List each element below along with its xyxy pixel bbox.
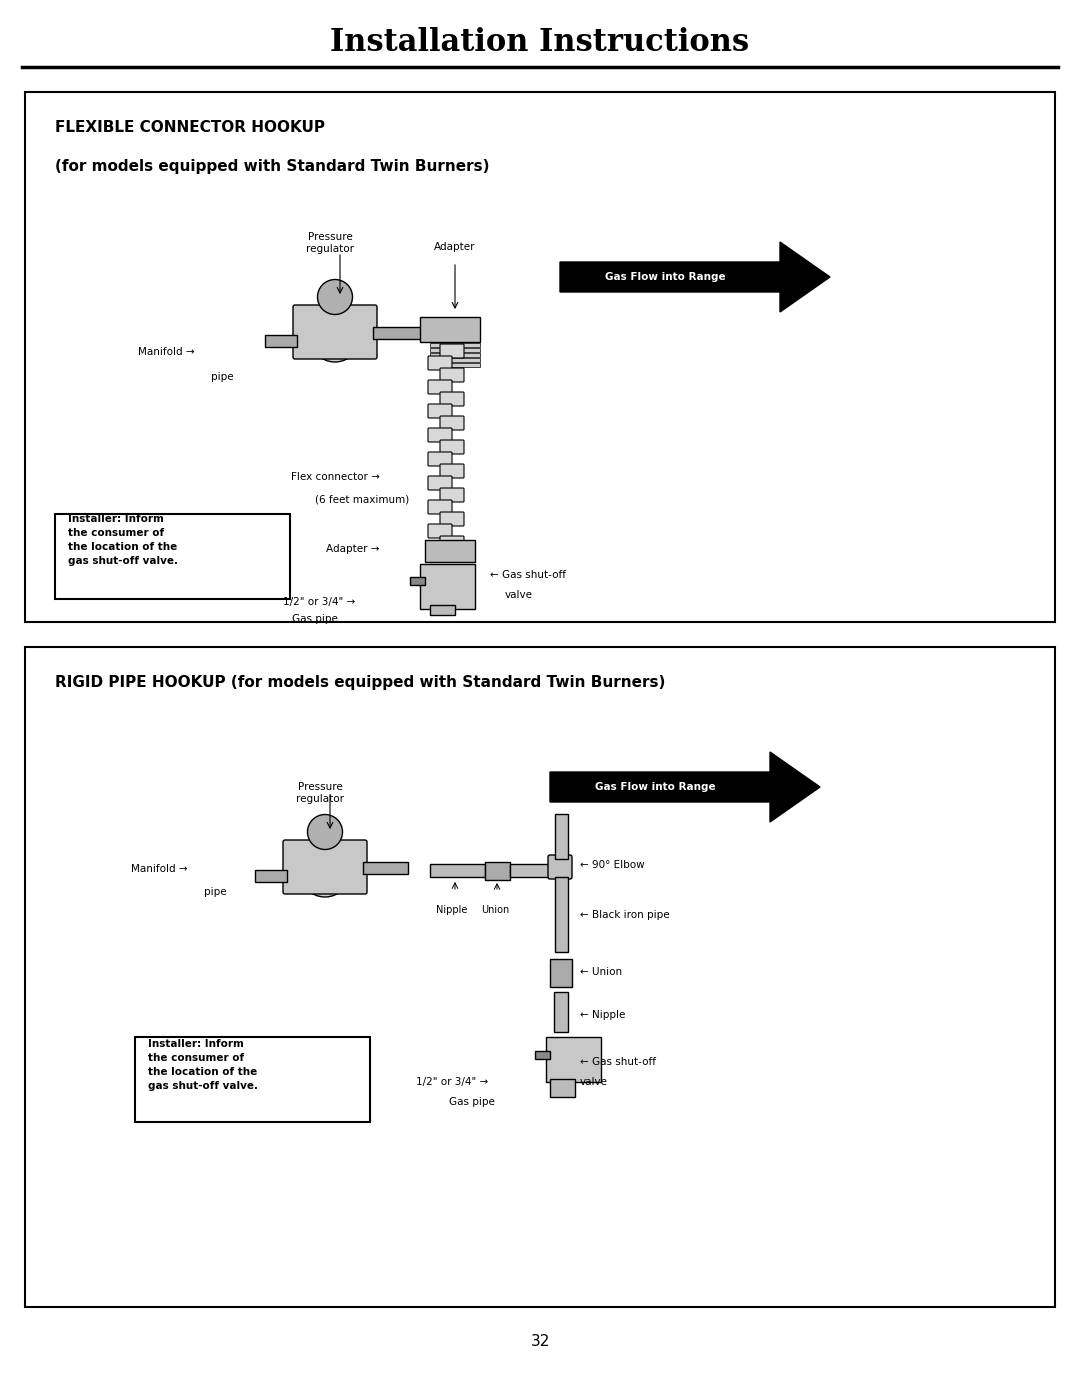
Bar bbox=[546, 1037, 600, 1083]
FancyBboxPatch shape bbox=[428, 356, 453, 370]
FancyBboxPatch shape bbox=[293, 305, 377, 359]
FancyBboxPatch shape bbox=[428, 476, 453, 490]
Text: ← Gas shut-off: ← Gas shut-off bbox=[580, 1058, 656, 1067]
FancyBboxPatch shape bbox=[428, 404, 453, 418]
Ellipse shape bbox=[308, 814, 342, 849]
Text: ← Gas shut-off: ← Gas shut-off bbox=[490, 570, 566, 580]
Bar bbox=[430, 348, 480, 352]
FancyBboxPatch shape bbox=[440, 440, 464, 454]
Text: Gas Flow into Range: Gas Flow into Range bbox=[595, 782, 715, 792]
Bar bbox=[265, 335, 297, 346]
Text: Union: Union bbox=[481, 905, 509, 915]
Ellipse shape bbox=[297, 837, 352, 897]
FancyBboxPatch shape bbox=[440, 511, 464, 527]
Bar bbox=[430, 344, 480, 346]
Bar bbox=[430, 576, 470, 578]
Text: ← 90° Elbow: ← 90° Elbow bbox=[580, 861, 645, 870]
Text: 1/2" or 3/4" →: 1/2" or 3/4" → bbox=[283, 597, 355, 608]
FancyBboxPatch shape bbox=[420, 317, 480, 342]
Bar bbox=[420, 564, 475, 609]
FancyBboxPatch shape bbox=[428, 524, 453, 538]
Polygon shape bbox=[550, 752, 820, 821]
Text: pipe: pipe bbox=[204, 887, 227, 897]
FancyBboxPatch shape bbox=[548, 855, 572, 879]
FancyBboxPatch shape bbox=[440, 488, 464, 502]
Text: (for models equipped with Standard Twin Burners): (for models equipped with Standard Twin … bbox=[55, 159, 489, 175]
FancyBboxPatch shape bbox=[428, 380, 453, 394]
Text: Gas Flow into Range: Gas Flow into Range bbox=[605, 272, 726, 282]
Bar bbox=[410, 577, 426, 585]
Bar bbox=[430, 590, 470, 594]
Bar bbox=[535, 1051, 550, 1059]
FancyBboxPatch shape bbox=[426, 541, 475, 562]
FancyBboxPatch shape bbox=[428, 427, 453, 441]
Text: Gas pipe: Gas pipe bbox=[292, 615, 338, 624]
Bar bbox=[430, 605, 455, 615]
FancyBboxPatch shape bbox=[440, 464, 464, 478]
Bar bbox=[255, 870, 287, 882]
Text: Pressure
regulator: Pressure regulator bbox=[296, 782, 345, 803]
Bar bbox=[550, 1078, 575, 1097]
FancyBboxPatch shape bbox=[550, 958, 572, 988]
Text: ← Black iron pipe: ← Black iron pipe bbox=[580, 909, 670, 921]
Bar bbox=[555, 814, 568, 859]
FancyBboxPatch shape bbox=[440, 536, 464, 550]
Text: Pressure
regulator: Pressure regulator bbox=[306, 232, 354, 254]
FancyBboxPatch shape bbox=[428, 500, 453, 514]
Text: pipe: pipe bbox=[211, 372, 233, 381]
Text: FLEXIBLE CONNECTOR HOOKUP: FLEXIBLE CONNECTOR HOOKUP bbox=[55, 120, 325, 134]
Bar bbox=[430, 363, 480, 367]
Text: valve: valve bbox=[505, 590, 534, 599]
Text: 32: 32 bbox=[530, 1334, 550, 1350]
Ellipse shape bbox=[308, 302, 363, 362]
Text: ← Union: ← Union bbox=[580, 967, 622, 977]
FancyBboxPatch shape bbox=[440, 416, 464, 430]
Text: Adapter →: Adapter → bbox=[326, 543, 380, 555]
Text: Gas pipe: Gas pipe bbox=[449, 1097, 495, 1106]
FancyBboxPatch shape bbox=[440, 367, 464, 381]
Text: Flex connector →: Flex connector → bbox=[292, 472, 380, 482]
Bar bbox=[510, 863, 555, 877]
FancyBboxPatch shape bbox=[25, 92, 1055, 622]
FancyBboxPatch shape bbox=[135, 1037, 370, 1122]
Bar bbox=[555, 877, 568, 951]
FancyBboxPatch shape bbox=[428, 548, 453, 562]
Text: Manifold →: Manifold → bbox=[132, 863, 188, 875]
Bar bbox=[430, 863, 485, 877]
FancyBboxPatch shape bbox=[55, 514, 291, 599]
Text: (6 feet maximum): (6 feet maximum) bbox=[315, 495, 409, 504]
Text: ← Nipple: ← Nipple bbox=[580, 1010, 625, 1020]
FancyBboxPatch shape bbox=[428, 453, 453, 467]
Text: RIGID PIPE HOOKUP (for models equipped with Standard Twin Burners): RIGID PIPE HOOKUP (for models equipped w… bbox=[55, 675, 665, 690]
FancyBboxPatch shape bbox=[25, 647, 1055, 1308]
Text: Installer: Inform
the consumer of
the location of the
gas shut-off valve.: Installer: Inform the consumer of the lo… bbox=[68, 514, 178, 566]
Bar bbox=[430, 585, 470, 590]
FancyBboxPatch shape bbox=[440, 344, 464, 358]
Bar bbox=[373, 327, 423, 339]
Text: Nipple: Nipple bbox=[436, 905, 468, 915]
Bar bbox=[554, 992, 568, 1032]
Text: Manifold →: Manifold → bbox=[138, 346, 195, 358]
Bar bbox=[430, 353, 480, 358]
Bar bbox=[430, 580, 470, 584]
Text: valve: valve bbox=[580, 1077, 608, 1087]
Text: Adapter: Adapter bbox=[434, 242, 476, 251]
Text: Installer: Inform
the consumer of
the location of the
gas shut-off valve.: Installer: Inform the consumer of the lo… bbox=[148, 1039, 258, 1091]
Bar bbox=[363, 862, 408, 875]
FancyBboxPatch shape bbox=[283, 840, 367, 894]
Text: 1/2" or 3/4" →: 1/2" or 3/4" → bbox=[416, 1077, 488, 1087]
Ellipse shape bbox=[318, 279, 352, 314]
Text: Installation Instructions: Installation Instructions bbox=[330, 27, 750, 57]
Bar bbox=[430, 358, 480, 362]
FancyBboxPatch shape bbox=[440, 393, 464, 407]
FancyBboxPatch shape bbox=[485, 862, 510, 880]
Polygon shape bbox=[561, 242, 831, 312]
